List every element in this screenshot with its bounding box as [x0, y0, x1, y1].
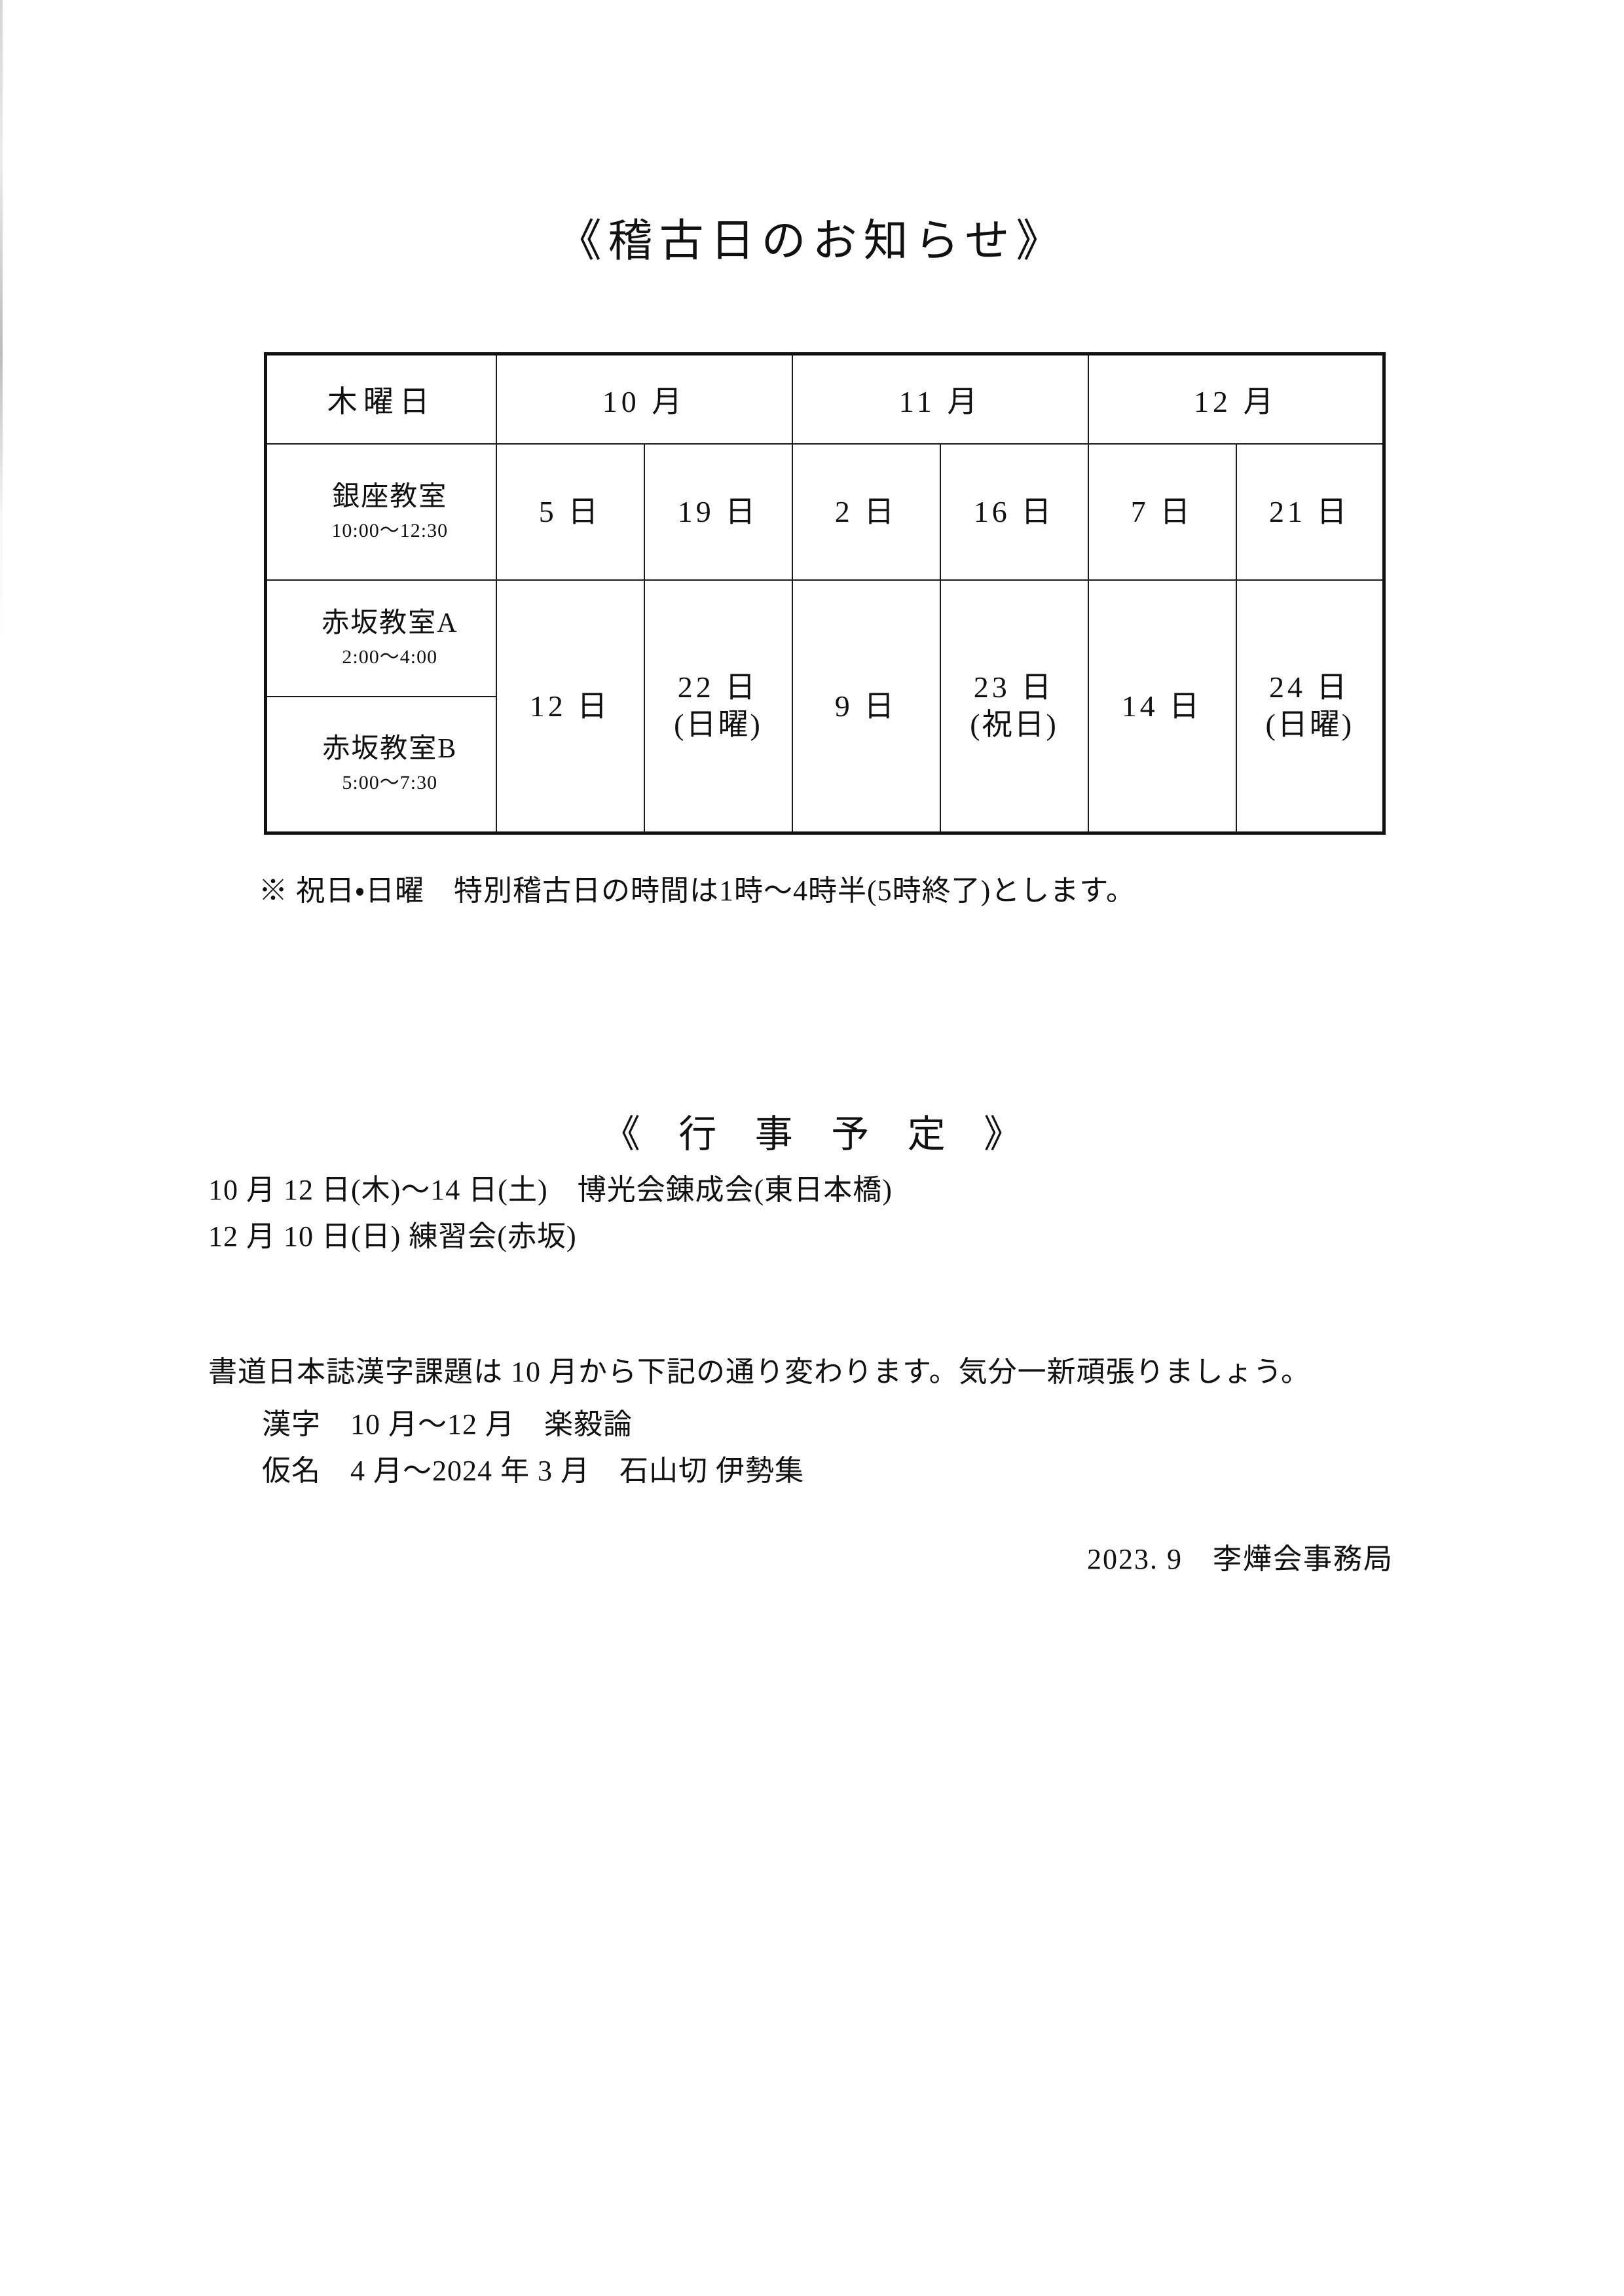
- date-main: 24 日: [1269, 670, 1350, 704]
- date-sub: (日曜): [1265, 708, 1354, 742]
- date-cell-ginza-6: 21 日: [1235, 443, 1385, 581]
- signature-line: 2023. 9 李燁会事務局: [1087, 1543, 1393, 1575]
- date-cell-ginza-2: 19 日: [643, 443, 793, 581]
- schedule-table-wrapper: 木曜日 10 月 11 月 12 月 銀座教室 10:00〜12:30 5 日: [264, 352, 1386, 835]
- date-main: 21 日: [1269, 495, 1350, 529]
- room-cell-akasaka-a: 赤坂教室A 2:00〜4:00: [265, 579, 497, 697]
- header-weekday-label: 木曜日: [265, 353, 497, 445]
- room-name-ginza: 銀座教室: [332, 482, 448, 512]
- header-month-11: 11 月: [791, 353, 1089, 445]
- date-cell-ginza-4: 16 日: [939, 443, 1089, 581]
- date-sub: (日曜): [674, 708, 762, 742]
- date-cell-akasaka-1: 12 日: [495, 579, 645, 833]
- list-item: 漢字 10 月〜12 月 楽毅論: [262, 1408, 633, 1440]
- date-main: 2 日: [834, 495, 898, 529]
- date-cell-akasaka-2: 22 日 (日曜): [643, 579, 793, 833]
- date-main: 14 日: [1121, 689, 1203, 723]
- list-item: 12 月 10 日(日) 練習会(赤坂): [208, 1220, 577, 1253]
- room-cell-akasaka-b: 赤坂教室B 5:00〜7:30: [265, 696, 497, 833]
- date-cell-akasaka-6: 24 日 (日曜): [1235, 579, 1385, 833]
- date-cell-akasaka-4: 23 日 (祝日): [939, 579, 1089, 833]
- table-row-akasaka-b: 赤坂教室B 5:00〜7:30: [265, 696, 1384, 833]
- table-header-row: 木曜日 10 月 11 月 12 月: [265, 353, 1385, 445]
- schedule-table: 木曜日 10 月 11 月 12 月 銀座教室 10:00〜12:30 5 日: [264, 352, 1386, 835]
- date-cell-akasaka-3: 9 日: [791, 579, 941, 833]
- room-time-ginza: 10:00〜12:30: [331, 520, 449, 541]
- table-row-akasaka-a: 赤坂教室A 2:00〜4:00 12 日 22 日 (日曜) 9 日: [265, 579, 1385, 833]
- list-item: 10 月 12 日(木)〜14 日(土) 博光会錬成会(東日本橋): [208, 1174, 893, 1206]
- date-main: 12 日: [529, 689, 611, 723]
- date-cell-ginza-1: 5 日: [495, 443, 645, 581]
- events-section-title: 《 行 事 予 定 》: [602, 1113, 1037, 1156]
- date-cell-akasaka-5: 14 日: [1087, 579, 1237, 833]
- header-month-12: 12 月: [1087, 353, 1385, 445]
- room-time-akasaka-a: 2:00〜4:00: [342, 646, 438, 668]
- scan-edge-artifact: [0, 0, 3, 642]
- date-cell-ginza-3: 2 日: [791, 443, 941, 581]
- date-main: 16 日: [973, 495, 1055, 529]
- date-main: 19 日: [677, 495, 759, 529]
- table-row-ginza: 銀座教室 10:00〜12:30 5 日 19 日 2 日 16 日: [265, 443, 1385, 581]
- notice-subject-list: 漢字 10 月〜12 月 楽毅論 仮名 4 月〜2024 年 3 月 石山切 伊…: [262, 1401, 804, 1495]
- date-main: 9 日: [834, 689, 898, 723]
- header-month-10: 10 月: [495, 353, 793, 445]
- date-sub: (祝日): [970, 708, 1058, 742]
- room-name-akasaka-a: 赤坂教室A: [322, 608, 458, 638]
- list-item: 仮名 4 月〜2024 年 3 月 石山切 伊勢集: [262, 1455, 804, 1487]
- date-main: 5 日: [538, 495, 602, 529]
- room-cell-ginza: 銀座教室 10:00〜12:30: [265, 443, 497, 581]
- schedule-note: ※ 祝日・日曜 特別稽古日の時間は1時〜4時半(5時終了)とします。: [259, 875, 1135, 907]
- date-main: 7 日: [1130, 495, 1194, 529]
- date-cell-ginza-5: 7 日: [1087, 443, 1237, 581]
- date-main: 22 日: [677, 670, 759, 704]
- date-main: 23 日: [973, 670, 1055, 704]
- room-time-akasaka-b: 5:00〜7:30: [342, 772, 438, 794]
- room-name-akasaka-b: 赤坂教室B: [322, 734, 458, 765]
- notice-lead-text: 書道日本誌漢字課題は 10 月から下記の通り変わります。気分一新頑張りましょう。: [208, 1356, 1310, 1388]
- page-title: 《稽古日のお知らせ》: [557, 216, 1067, 266]
- events-list: 10 月 12 日(木)〜14 日(土) 博光会錬成会(東日本橋) 12 月 1…: [208, 1167, 893, 1260]
